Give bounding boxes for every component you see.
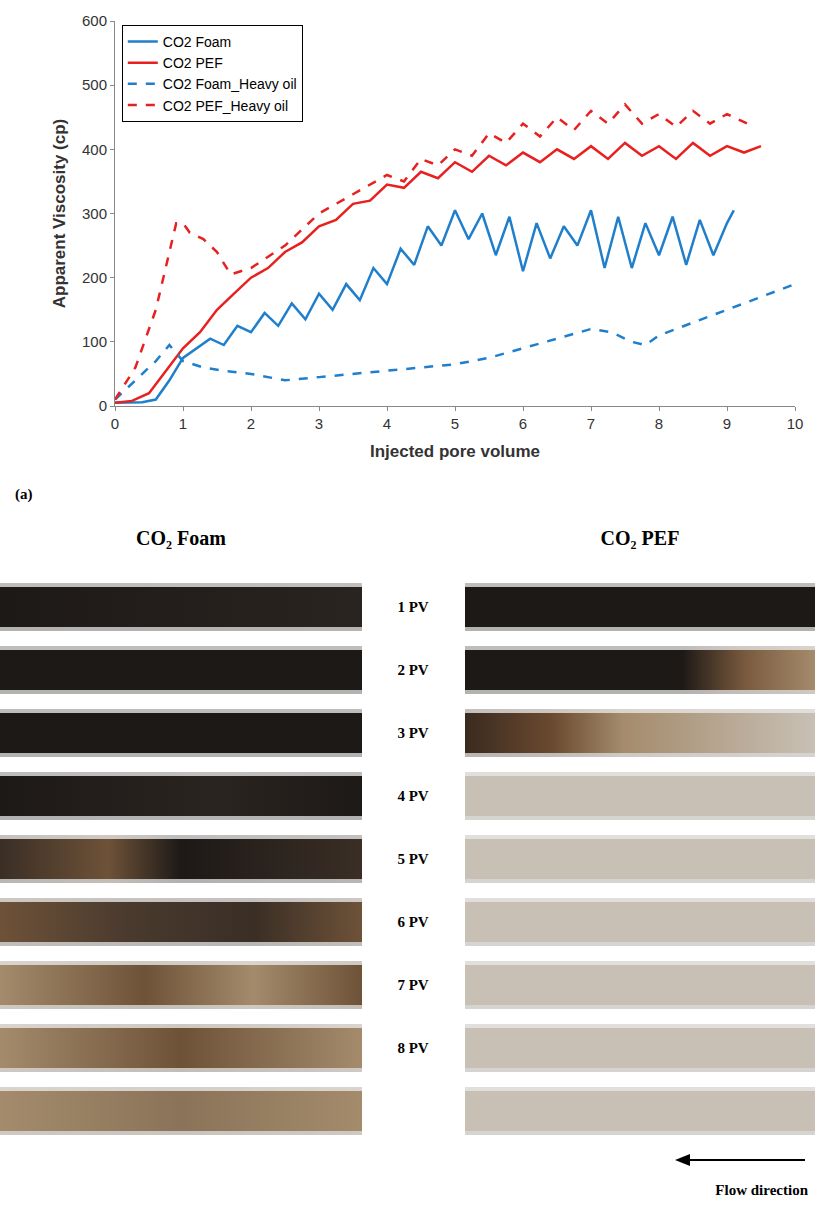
svg-text:300: 300 <box>82 205 107 222</box>
svg-text:600: 600 <box>82 12 107 29</box>
svg-text:6 PV: 6 PV <box>397 914 428 930</box>
svg-text:CO2 PEF: CO2 PEF <box>163 55 223 71</box>
svg-text:4: 4 <box>383 415 391 432</box>
svg-text:6: 6 <box>519 415 527 432</box>
svg-text:200: 200 <box>82 269 107 286</box>
svg-text:1: 1 <box>179 415 187 432</box>
svg-text:2: 2 <box>247 415 255 432</box>
svg-text:CO2 PEF_Heavy oil: CO2 PEF_Heavy oil <box>163 98 288 114</box>
svg-text:0: 0 <box>111 415 119 432</box>
svg-text:Apparent Viscosity (cp): Apparent Viscosity (cp) <box>50 119 69 309</box>
svg-text:3: 3 <box>315 415 323 432</box>
svg-text:2 PV: 2 PV <box>397 662 428 678</box>
svg-text:CO₂ PEF: CO₂ PEF <box>601 527 680 549</box>
svg-text:10: 10 <box>787 415 804 432</box>
svg-text:1 PV: 1 PV <box>397 599 428 615</box>
svg-text:8: 8 <box>655 415 663 432</box>
svg-text:100: 100 <box>82 333 107 350</box>
svg-text:7 PV: 7 PV <box>397 977 428 993</box>
svg-text:Flow direction: Flow direction <box>715 1182 808 1198</box>
svg-text:500: 500 <box>82 76 107 93</box>
svg-text:400: 400 <box>82 141 107 158</box>
svg-text:5: 5 <box>451 415 459 432</box>
svg-text:9: 9 <box>723 415 731 432</box>
svg-text:5 PV: 5 PV <box>397 851 428 867</box>
svg-text:3 PV: 3 PV <box>397 725 428 741</box>
svg-text:CO2 Foam_Heavy oil: CO2 Foam_Heavy oil <box>163 76 297 92</box>
svg-text:4 PV: 4 PV <box>397 788 428 804</box>
svg-text:7: 7 <box>587 415 595 432</box>
svg-text:8 PV: 8 PV <box>397 1040 428 1056</box>
svg-text:Injected pore volume: Injected pore volume <box>370 442 540 461</box>
svg-text:0: 0 <box>99 397 107 414</box>
svg-text:CO2 Foam: CO2 Foam <box>163 34 231 50</box>
svg-text:(a): (a) <box>15 486 33 503</box>
svg-text:CO₂ Foam: CO₂ Foam <box>136 527 226 549</box>
